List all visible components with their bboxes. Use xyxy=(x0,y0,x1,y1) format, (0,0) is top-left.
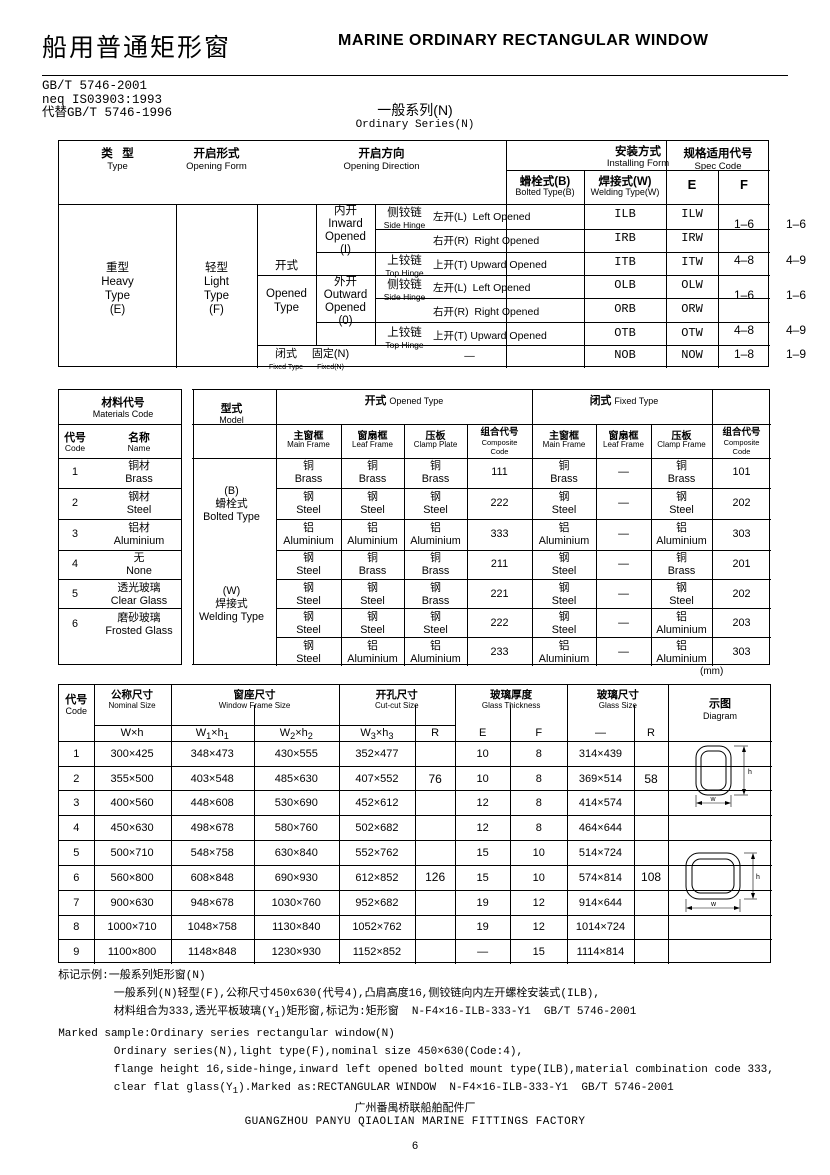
svg-text:h: h xyxy=(756,874,760,881)
svg-text:w: w xyxy=(710,901,717,908)
svg-text:h: h xyxy=(748,769,752,776)
svg-text:w: w xyxy=(710,796,717,803)
